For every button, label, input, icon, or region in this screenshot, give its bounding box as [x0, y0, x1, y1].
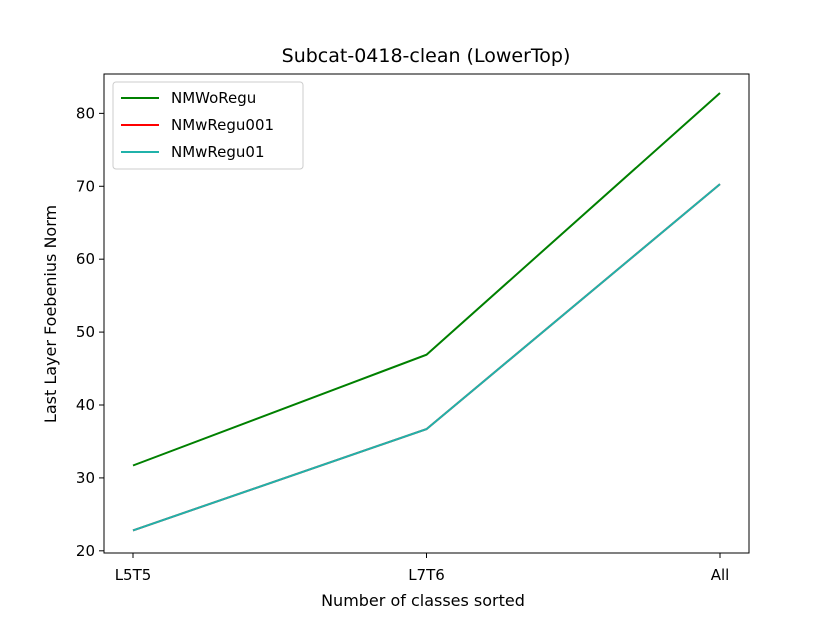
x-tick-label: L7T6 [408, 566, 445, 584]
y-axis-label: Last Layer Foebenius Norm [41, 205, 60, 423]
y-tick-label: 60 [76, 250, 95, 268]
x-axis-label: Number of classes sorted [321, 591, 525, 610]
axes: 20 30 40 50 60 70 80 L5T5 L7T6 All [76, 73, 750, 584]
y-tick-label: 30 [76, 469, 95, 487]
x-tick-label: L5T5 [115, 566, 152, 584]
series-line-nmworegu [132, 92, 721, 467]
series-line-nmwregu001 [132, 183, 721, 532]
legend: NMWoRegu NMwRegu001 NMwRegu01 [112, 81, 304, 170]
legend-label-nmworegu: NMWoRegu [171, 89, 256, 107]
y-tick-label: 20 [76, 542, 95, 560]
y-tick-label: 50 [76, 323, 95, 341]
series-line-nmwregu01 [132, 183, 721, 532]
plot-area [132, 92, 721, 532]
y-tick-label: 70 [76, 177, 95, 195]
x-tick-label: All [711, 566, 730, 584]
legend-label-nmwregu001: NMwRegu001 [171, 116, 274, 134]
y-tick-label: 40 [76, 396, 95, 414]
y-tick-label: 80 [76, 104, 95, 122]
chart-title: Subcat-0418-clean (LowerTop) [282, 45, 571, 67]
legend-box [112, 81, 304, 170]
legend-label-nmwregu01: NMwRegu01 [171, 143, 265, 161]
